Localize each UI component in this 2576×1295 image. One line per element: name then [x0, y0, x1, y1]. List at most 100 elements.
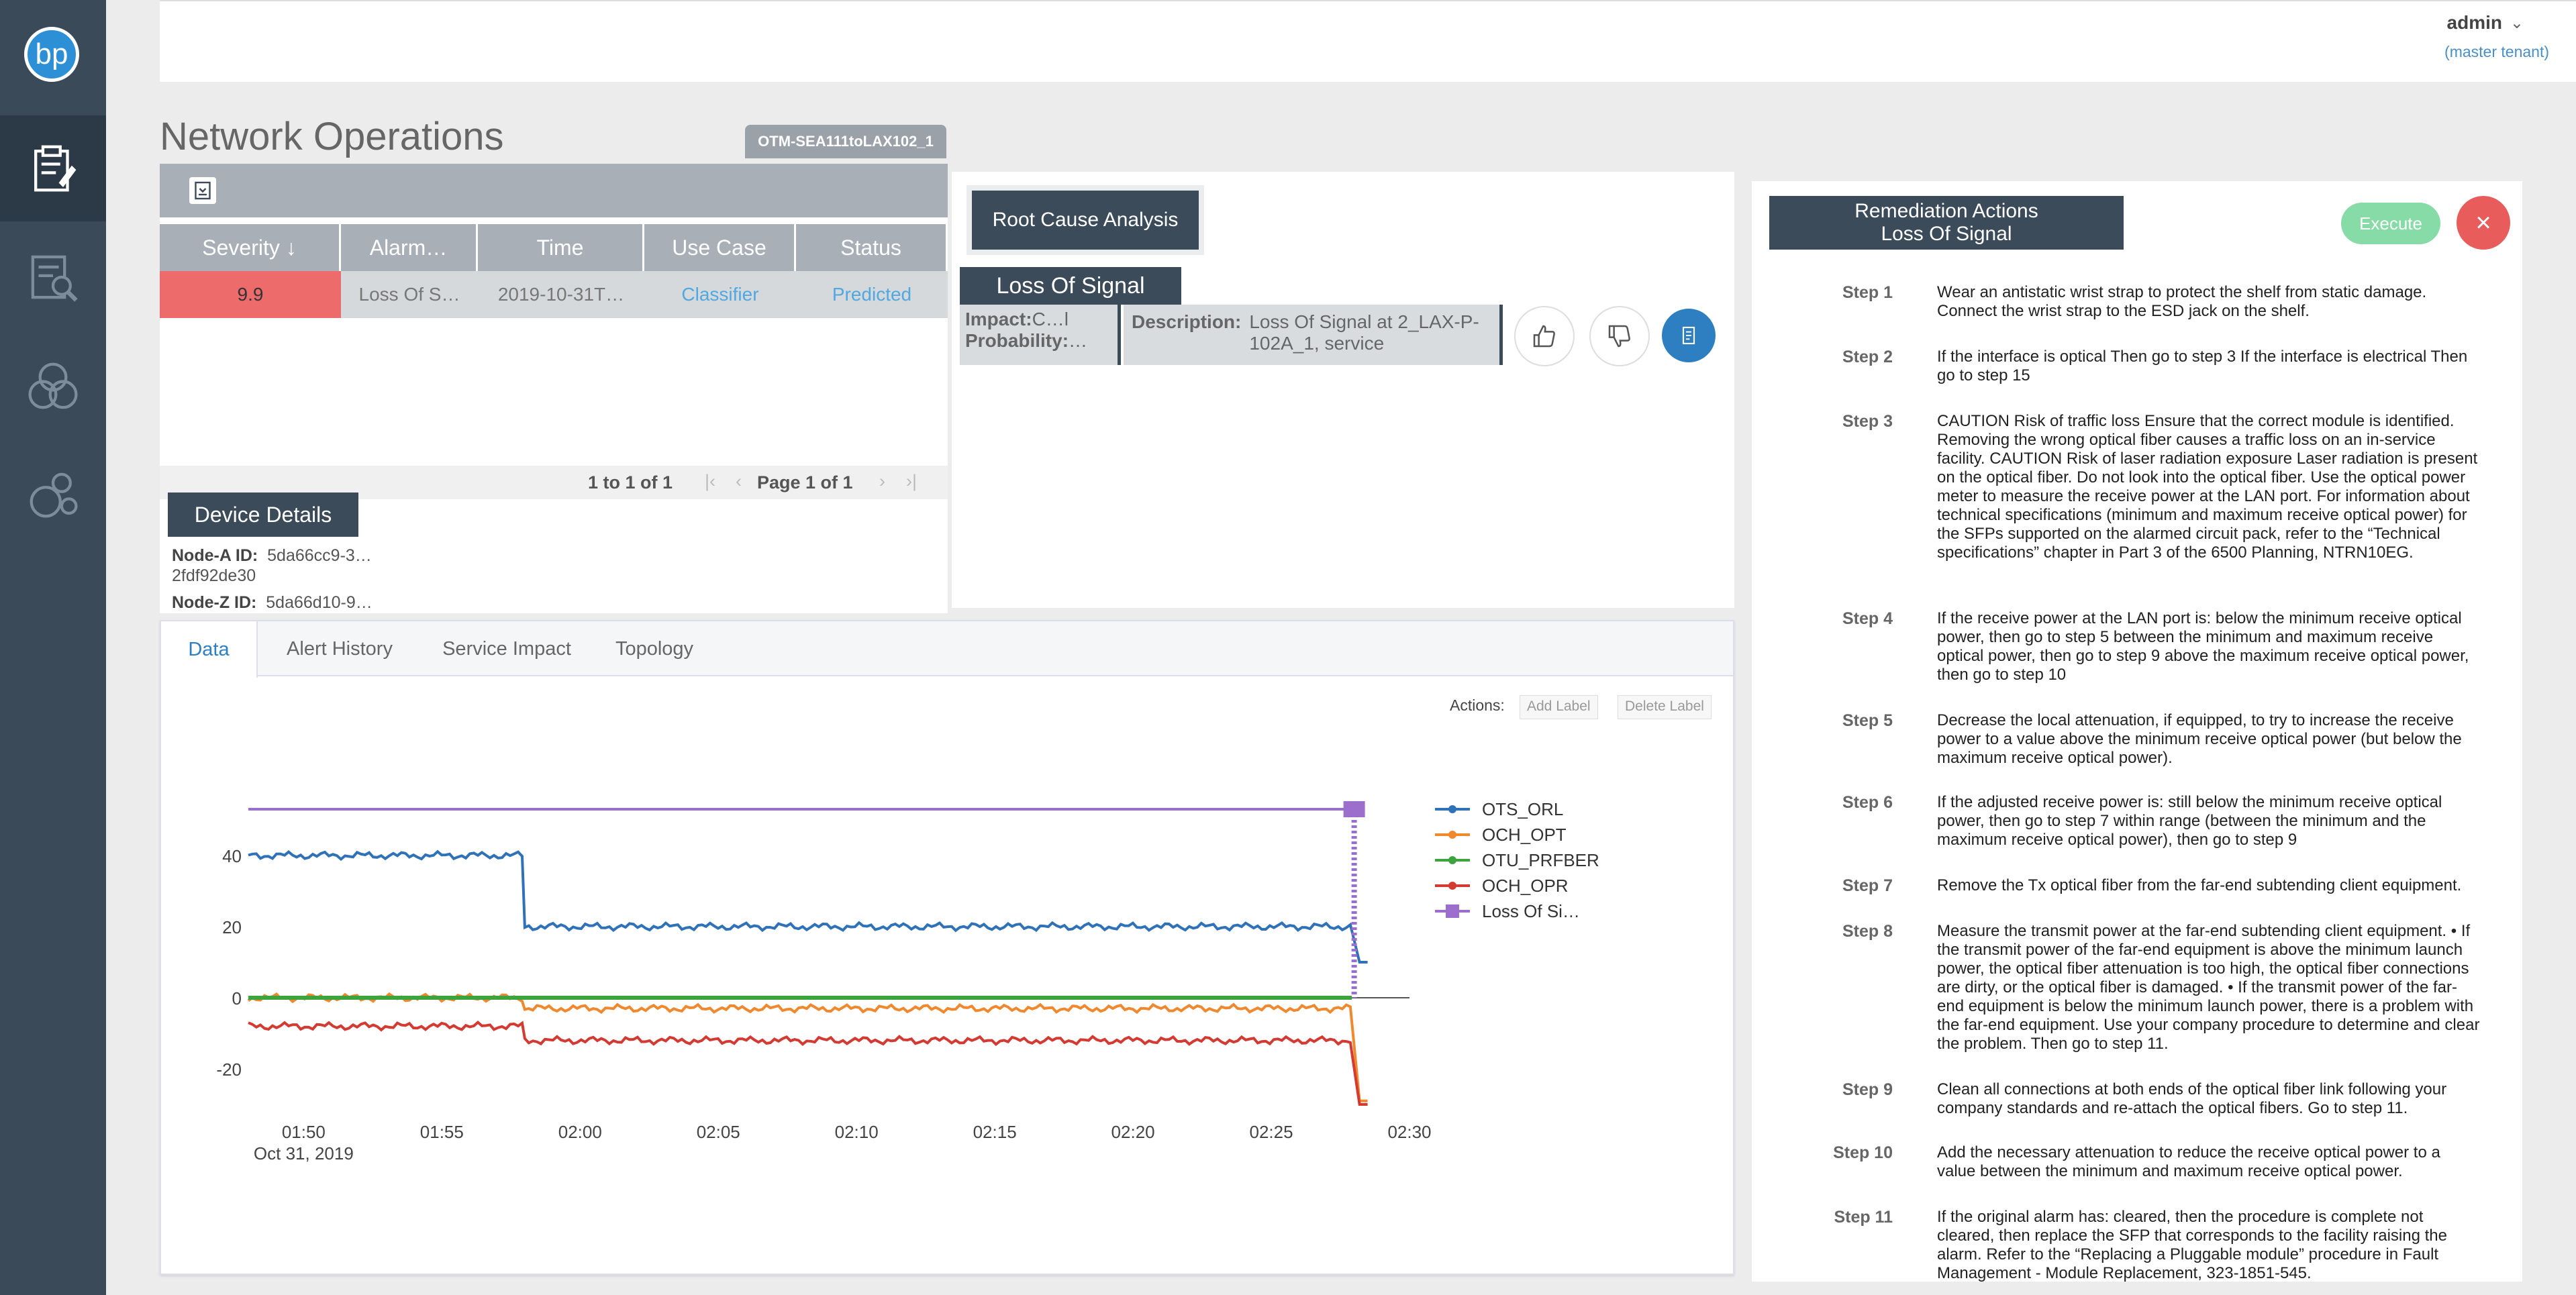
delete-label-button[interactable]: Delete Label	[1618, 695, 1712, 719]
legend-swatch-marker	[1448, 882, 1456, 890]
next-page-icon[interactable]: ›	[879, 471, 885, 491]
legend-entry: OCH_OPR	[1482, 876, 1569, 896]
prev-page-icon[interactable]: ‹	[736, 471, 742, 491]
x-tick-label: 02:30	[1387, 1122, 1431, 1142]
step-text: If the adjusted receive power is: still …	[1937, 793, 2442, 849]
first-page-icon[interactable]: |‹	[705, 471, 716, 491]
col-time[interactable]: Time	[478, 224, 644, 271]
add-label-button[interactable]: Add Label	[1520, 695, 1598, 719]
node-a-label: Node-A ID:	[172, 546, 258, 565]
tab-bar: Data Alert History Service Impact Topolo…	[161, 621, 1733, 678]
node-a-row: Node-A ID: 5da66cc9-3…	[172, 546, 372, 566]
hazard-icon	[28, 362, 78, 409]
alarm-cell: Loss Of S…	[358, 284, 460, 305]
tab-topology[interactable]: Topology	[615, 637, 694, 660]
step-text: CAUTION Risk of traffic loss Ensure that…	[1937, 412, 2478, 562]
step-text: Remove the Tx optical fiber from the far…	[1937, 876, 2462, 894]
step-text: If the interface is optical Then go to s…	[1937, 348, 2468, 384]
step-text: Decrease the local attenuation, if equip…	[1937, 711, 2462, 767]
step-text: Measure the transmit power at the far-en…	[1937, 922, 2480, 1053]
node-a-value: 5da66cc9-3…	[267, 546, 372, 565]
probability-value: …	[1069, 330, 1088, 351]
remediation-title-line2: Loss Of Signal	[1881, 223, 2012, 245]
legend-entry: Loss Of Si…	[1482, 901, 1580, 921]
thumbs-down-button[interactable]	[1589, 306, 1650, 366]
thumbs-up-button[interactable]	[1514, 306, 1575, 366]
remediation-panel: Remediation Actions Loss Of Signal Execu…	[1752, 181, 2522, 1282]
chevron-down-icon[interactable]: ⌄	[2510, 14, 2524, 32]
legend-swatch-marker	[1446, 904, 1459, 918]
pager-range: 1 to 1 of 1	[588, 472, 673, 493]
close-button[interactable]: ×	[2457, 196, 2510, 250]
step-text: If the receive power at the LAN port is:…	[1937, 609, 2469, 684]
col-status[interactable]: Status	[796, 224, 948, 271]
tab-data[interactable]: Data	[161, 621, 258, 678]
user-menu[interactable]: admin	[2446, 12, 2502, 33]
step-text: Clean all connections at both ends of th…	[1937, 1080, 2447, 1117]
col-use-case[interactable]: Use Case	[644, 224, 796, 271]
circles-icon	[30, 472, 78, 518]
metrics-chart[interactable]: 40 20 0 -20 01:50 01:55 02:00 02:05 02:10 02:15 02…	[161, 729, 1736, 1212]
nav-topology[interactable]	[0, 442, 106, 548]
col-alarm[interactable]: Alarm…	[341, 224, 478, 271]
device-details-title: Device Details	[168, 493, 358, 537]
rca-title: Root Cause Analysis	[967, 185, 1204, 255]
tab-service-impact[interactable]: Service Impact	[442, 637, 571, 660]
remediation-title-line1: Remediation Actions	[1854, 200, 2038, 222]
legend-swatch-marker	[1448, 805, 1456, 813]
y-tick-label: 20	[222, 917, 242, 937]
export-icon[interactable]	[189, 177, 216, 204]
legend-entry: OTS_ORL	[1482, 799, 1563, 819]
rca-alarm-name: Loss Of Signal	[960, 267, 1181, 305]
time-cell: 2019-10-31T…	[497, 284, 625, 305]
remediation-title: Remediation Actions Loss Of Signal	[1769, 196, 2124, 250]
col-severity[interactable]: Severity ↓	[160, 224, 341, 271]
nav-operations[interactable]	[0, 115, 106, 221]
actions-label: Actions:	[1450, 696, 1505, 714]
step-label: Step 9	[1842, 1080, 1893, 1099]
top-bar: admin ⌄ (master tenant)	[160, 0, 2576, 82]
step-text: Add the necessary attenuation to reduce …	[1937, 1143, 2440, 1180]
x-tick-label: 02:10	[835, 1122, 879, 1142]
use-case-link[interactable]: Classifier	[681, 284, 759, 305]
x-tick-label: 02:15	[973, 1122, 1017, 1142]
x-tick-label: 01:50	[282, 1122, 326, 1142]
x-tick-label: 02:05	[697, 1122, 740, 1142]
series-line	[247, 992, 1368, 1102]
alarm-toolbar	[160, 164, 948, 217]
last-page-icon[interactable]: ›|	[906, 471, 918, 491]
nav-inspect[interactable]	[0, 224, 106, 330]
rca-impact: Impact:C…l Probability:…	[960, 305, 1121, 365]
step-label: Step 10	[1833, 1143, 1893, 1162]
x-tick-label: 02:00	[558, 1122, 602, 1142]
y-tick-label: 0	[232, 988, 242, 1008]
document-search-icon	[31, 255, 78, 302]
table-row[interactable]: 9.9 Loss Of S… 2019-10-31T… Classifier P…	[160, 271, 948, 318]
step-label: Step 3	[1842, 412, 1893, 431]
series-line	[248, 1020, 1368, 1106]
tenant-label: (master tenant)	[2444, 43, 2549, 60]
x-tick-label: 02:25	[1250, 1122, 1293, 1142]
step-label: Step 7	[1842, 876, 1893, 895]
x-date-label: Oct 31, 2019	[254, 1143, 354, 1163]
app-logo[interactable]: bp	[24, 27, 79, 82]
step-label: Step 8	[1842, 922, 1893, 941]
node-z-value: 5da66d10-9…	[266, 593, 373, 612]
execute-button[interactable]: Execute	[2341, 203, 2440, 244]
severity-cell: 9.9	[160, 271, 341, 318]
thumbs-up-icon	[1533, 325, 1555, 348]
status-link[interactable]: Predicted	[832, 284, 912, 305]
step-label: Step 5	[1842, 711, 1893, 730]
impact-label: Impact:	[965, 309, 1032, 329]
sidebar: bp	[0, 0, 106, 1295]
description-value: Loss Of Signal at 2_LAX-P-102A_1, servic…	[1249, 311, 1479, 354]
probability-label: Probability:	[965, 330, 1069, 351]
step-label: Step 1	[1842, 283, 1893, 302]
node-a-cont: 2fdf92de30	[172, 566, 256, 585]
data-panel: Data Alert History Service Impact Topolo…	[160, 620, 1734, 1275]
step-label: Step 11	[1834, 1208, 1893, 1227]
y-tick-label: -20	[216, 1059, 242, 1080]
nav-services[interactable]	[0, 333, 106, 439]
report-button[interactable]	[1662, 309, 1716, 362]
tab-alert-history[interactable]: Alert History	[287, 637, 393, 660]
